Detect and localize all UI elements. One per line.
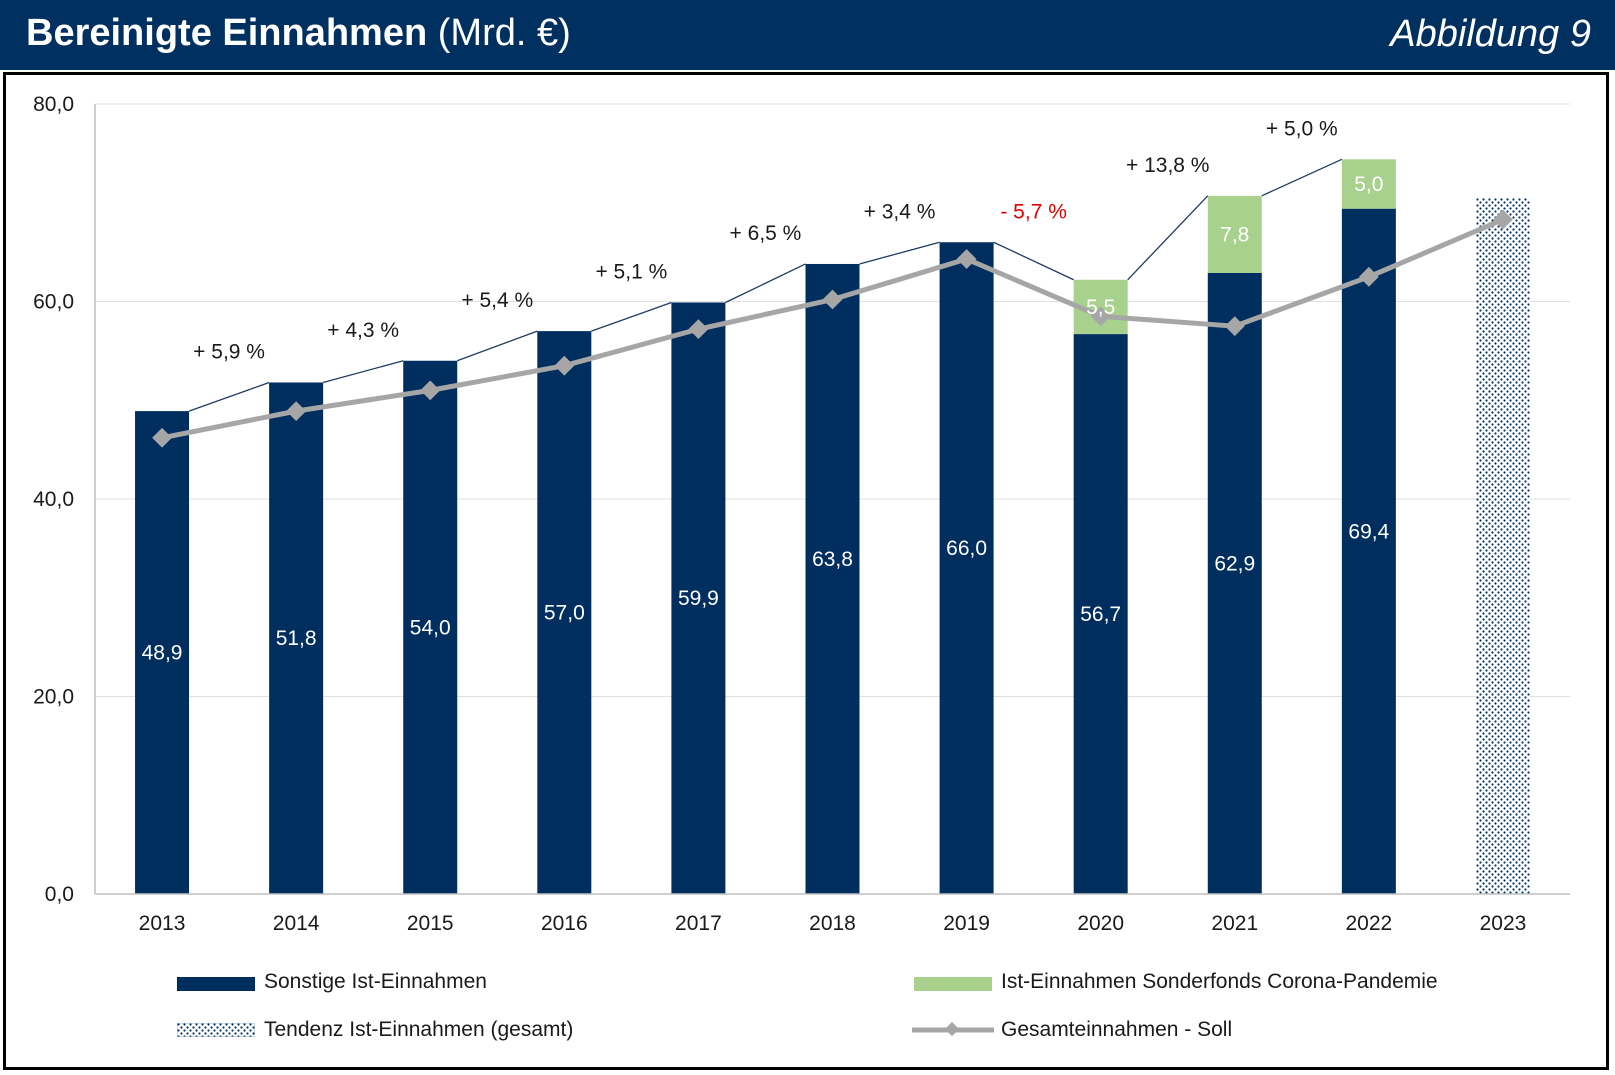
bar-value-label: 62,9: [1214, 552, 1255, 575]
bar-value-label: 51,8: [276, 627, 317, 650]
bar-corona-2021: [1207, 195, 1262, 273]
growth-label: + 3,4 %: [864, 200, 936, 223]
x-tick-label: 2023: [1480, 912, 1527, 935]
growth-connector: [591, 301, 672, 332]
legend-swatch-soll: [912, 1022, 994, 1037]
growth-connector: [859, 241, 940, 265]
bar-value-label: 63,8: [812, 548, 853, 571]
x-tick-label: 2020: [1077, 912, 1124, 935]
soll-marker-2020: [1090, 306, 1111, 327]
growth-label: - 5,7 %: [1000, 200, 1067, 223]
growth-label: + 5,9 %: [193, 340, 265, 363]
x-tick-label: 2013: [139, 912, 186, 935]
bar-sonstige-2020: [1073, 334, 1128, 894]
growth-label: + 5,1 %: [595, 260, 667, 283]
bar-sonstige-2018: [805, 263, 860, 895]
bar-sonstige-2015: [403, 360, 458, 894]
bar-value-label: 56,7: [1080, 603, 1121, 626]
legend-swatch-tendenz: [177, 1023, 255, 1037]
y-tick-label: 60,0: [33, 291, 74, 314]
x-tick-label: 2021: [1211, 912, 1258, 935]
bar-sonstige-2021: [1207, 272, 1262, 894]
bar-corona-value-label: 7,8: [1220, 223, 1249, 246]
header-bar: Bereinigte Einnahmen (Mrd. €) Abbildung …: [0, 0, 1615, 70]
growth-label: + 13,8 %: [1126, 154, 1209, 177]
chart-frame: [3, 72, 1609, 1070]
bar-sonstige-2016: [537, 331, 592, 894]
x-tick-label: 2016: [541, 912, 588, 935]
legend-swatch-corona: [914, 977, 992, 991]
y-tick-label: 40,0: [33, 488, 74, 511]
soll-marker-2017: [688, 319, 709, 340]
bar-value-label: 57,0: [544, 602, 585, 625]
soll-marker-2023: [1493, 209, 1513, 230]
soll-marker-2021: [1224, 316, 1245, 337]
bar-corona-value-label: 5,0: [1354, 173, 1383, 196]
bar-corona-2022: [1341, 159, 1396, 209]
figure-label: Abbildung 9: [1390, 13, 1591, 55]
x-tick-label: 2019: [943, 912, 990, 935]
legend-label-corona: Ist-Einnahmen Sonderfonds Corona-Pandemi…: [1001, 970, 1438, 993]
bar-sonstige-2022: [1341, 208, 1396, 895]
bar-corona-value-label: 5,5: [1086, 296, 1115, 319]
soll-marker-2016: [554, 355, 575, 376]
x-tick-label: 2014: [273, 912, 320, 935]
bar-sonstige-2019: [939, 242, 994, 894]
growth-connector: [457, 330, 538, 362]
legend-label-sonstige: Sonstige Ist-Einnahmen: [264, 970, 487, 993]
growth-connector: [993, 241, 1074, 281]
soll-marker-2013: [152, 427, 172, 448]
bar-value-label: 69,4: [1348, 520, 1389, 543]
growth-connector: [725, 263, 806, 304]
soll-marker-2014: [286, 401, 307, 422]
bar-value-label: 66,0: [946, 537, 987, 560]
soll-marker-2022: [1358, 266, 1379, 287]
x-tick-label: 2018: [809, 912, 856, 935]
growth-label: + 6,5 %: [730, 222, 802, 245]
y-tick-label: 0,0: [45, 883, 74, 906]
soll-marker-2015: [420, 380, 441, 401]
growth-connector: [322, 360, 404, 384]
bar-value-label: 48,9: [142, 642, 183, 665]
bar-sonstige-2013: [135, 411, 190, 894]
chart-title-main: Bereinigte Einnahmen: [26, 12, 428, 54]
growth-label: + 5,0 %: [1266, 117, 1338, 140]
x-tick-label: 2017: [675, 912, 722, 935]
bar-value-label: 54,0: [410, 616, 451, 639]
growth-label: + 4,3 %: [327, 319, 399, 342]
bar-value-label: 59,9: [678, 587, 719, 610]
y-tick-label: 20,0: [33, 686, 74, 709]
legend-label-tendenz: Tendenz Ist-Einnahmen (gesamt): [264, 1018, 574, 1041]
x-tick-label: 2015: [407, 912, 454, 935]
legend-label-soll: Gesamteinnahmen - Soll: [1001, 1018, 1233, 1041]
y-tick-label: 80,0: [33, 93, 74, 116]
chart-title-unit: (Mrd. €): [437, 12, 571, 54]
bar-sonstige-2017: [671, 302, 726, 894]
bar-tendenz-2023: [1475, 197, 1530, 894]
chart-title: Bereinigte Einnahmen (Mrd. €): [26, 12, 571, 55]
growth-label: + 5,4 %: [461, 289, 533, 312]
bar-sonstige-2014: [269, 382, 324, 894]
growth-connector: [188, 381, 270, 412]
x-tick-label: 2022: [1346, 912, 1393, 935]
growth-connector: [1127, 195, 1209, 281]
legend-swatch-sonstige: [177, 977, 255, 991]
growth-connector: [1261, 158, 1343, 197]
soll-marker-2018: [822, 289, 843, 310]
